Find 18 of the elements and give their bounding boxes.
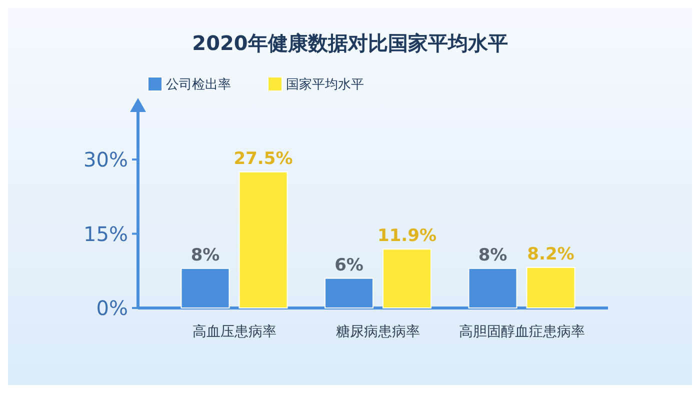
x-tick-label: 糖尿病患病率 — [336, 324, 420, 340]
data-label: 8.2% — [527, 244, 574, 264]
data-label: 8% — [190, 245, 220, 266]
y-tick-label: 30% — [84, 148, 128, 172]
y-tick-label: 15% — [84, 222, 128, 246]
bar — [382, 248, 432, 308]
y-tick-label: 0% — [96, 296, 128, 320]
legend-label: 公司检出率 — [166, 76, 231, 93]
legend-label: 国家平均水平 — [286, 76, 364, 93]
data-label: 6% — [334, 255, 364, 276]
bar — [526, 266, 576, 308]
data-label: 11.9% — [378, 226, 436, 246]
x-tick-label: 高血压患病率 — [192, 324, 276, 340]
x-tick-label: 高胆固醇血症患病率 — [458, 324, 585, 340]
data-label: 27.5% — [234, 148, 293, 169]
chart-title: 2020年健康数据对比国家平均水平 — [192, 31, 508, 55]
bar — [238, 171, 288, 308]
data-label: 8% — [478, 245, 508, 266]
